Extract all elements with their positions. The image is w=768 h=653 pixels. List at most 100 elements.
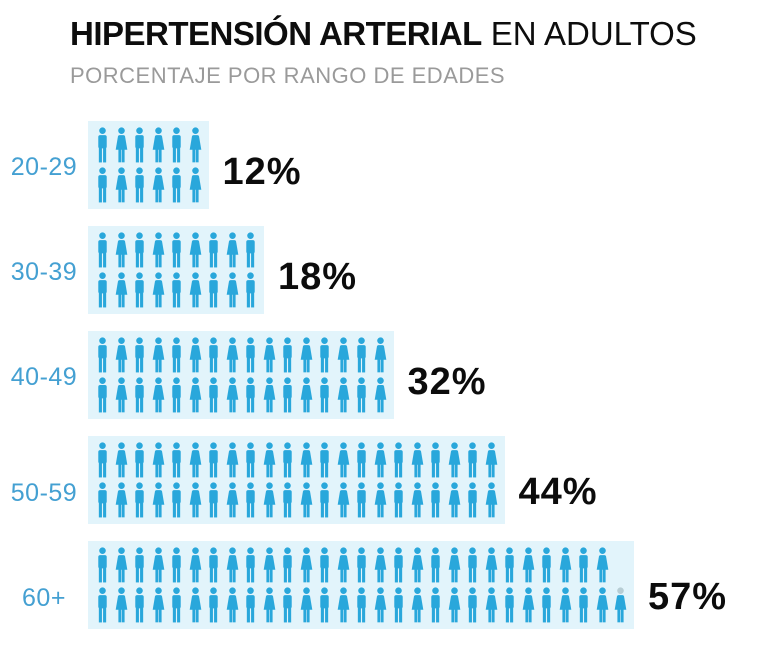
person-icon-male bbox=[505, 547, 514, 583]
person-icon-female bbox=[263, 377, 275, 413]
person-icon-male bbox=[98, 272, 107, 308]
person-icon-female bbox=[152, 272, 164, 308]
person-icon-male bbox=[320, 482, 329, 518]
person-icon-male bbox=[283, 482, 292, 518]
person-icon-male bbox=[98, 442, 107, 478]
icon-block bbox=[88, 121, 209, 209]
person-icon-female bbox=[411, 587, 423, 623]
person-icon-female bbox=[448, 587, 460, 623]
person-icon-male bbox=[320, 547, 329, 583]
person-icon-female bbox=[189, 482, 201, 518]
person-icon-male bbox=[135, 377, 144, 413]
person-icon-female bbox=[115, 232, 127, 268]
person-icon-female bbox=[448, 547, 460, 583]
person-icon-male bbox=[209, 337, 218, 373]
person-icon-female bbox=[189, 232, 201, 268]
person-icon-female bbox=[522, 547, 534, 583]
person-icon-female bbox=[115, 547, 127, 583]
person-icon-female bbox=[596, 587, 608, 623]
age-label: 40-49 bbox=[10, 362, 78, 391]
person-icon-male bbox=[135, 587, 144, 623]
chart-header: HIPERTENSIÓN ARTERIAL EN ADULTOS PORCENTA… bbox=[0, 0, 768, 89]
person-icon-male bbox=[209, 547, 218, 583]
person-icon-male bbox=[246, 547, 255, 583]
person-icon-female bbox=[152, 482, 164, 518]
page-title: HIPERTENSIÓN ARTERIAL EN ADULTOS bbox=[70, 14, 768, 54]
person-icon-female bbox=[189, 127, 201, 163]
person-icon-male bbox=[542, 587, 551, 623]
age-label: 50-59 bbox=[10, 478, 78, 507]
person-icon-male bbox=[135, 127, 144, 163]
person-icon-female bbox=[374, 337, 386, 373]
age-label: 60+ bbox=[22, 583, 66, 612]
person-icon-male bbox=[505, 587, 514, 623]
person-icon-male bbox=[357, 442, 366, 478]
percentage-label: 44% bbox=[518, 470, 598, 513]
person-icon-female bbox=[189, 547, 201, 583]
person-icon-male bbox=[283, 337, 292, 373]
icon-row bbox=[95, 482, 499, 518]
person-icon-male bbox=[468, 482, 477, 518]
person-icon-female bbox=[559, 547, 571, 583]
title-bold-part: HIPERTENSIÓN ARTERIAL bbox=[70, 15, 482, 52]
person-icon-female bbox=[337, 337, 349, 373]
person-icon-female bbox=[485, 482, 497, 518]
person-icon-male bbox=[468, 587, 477, 623]
person-icon-female bbox=[300, 442, 312, 478]
person-icon-female bbox=[337, 442, 349, 478]
person-icon-male bbox=[246, 587, 255, 623]
person-icon-female bbox=[300, 587, 312, 623]
person-icon-female bbox=[226, 442, 238, 478]
person-icon-male bbox=[172, 547, 181, 583]
person-icon-male bbox=[246, 482, 255, 518]
person-icon-male bbox=[98, 587, 107, 623]
person-icon-male bbox=[283, 587, 292, 623]
person-icon-male bbox=[172, 272, 181, 308]
person-icon-female bbox=[152, 337, 164, 373]
person-icon-female bbox=[263, 337, 275, 373]
person-icon-female bbox=[559, 587, 571, 623]
person-icon-male bbox=[98, 232, 107, 268]
person-icon-female bbox=[226, 587, 238, 623]
age-row: 40-49 32% bbox=[0, 331, 768, 419]
person-icon-female bbox=[300, 482, 312, 518]
person-icon-male bbox=[579, 587, 588, 623]
person-icon-female bbox=[152, 377, 164, 413]
person-icon-female bbox=[374, 377, 386, 413]
person-icon-female bbox=[374, 547, 386, 583]
person-icon-male bbox=[172, 587, 181, 623]
person-icon-male bbox=[468, 442, 477, 478]
icon-row bbox=[95, 377, 388, 413]
person-icon-female bbox=[337, 587, 349, 623]
person-icon-male bbox=[357, 377, 366, 413]
person-icon-male bbox=[394, 547, 403, 583]
person-icon-female bbox=[115, 587, 127, 623]
person-icon-male bbox=[172, 377, 181, 413]
person-icon-male bbox=[431, 442, 440, 478]
person-icon-female bbox=[374, 442, 386, 478]
person-icon-female bbox=[152, 232, 164, 268]
person-icon-female bbox=[374, 482, 386, 518]
person-icon-female bbox=[115, 127, 127, 163]
person-icon-female bbox=[189, 377, 201, 413]
icon-row bbox=[95, 547, 610, 583]
icon-row bbox=[95, 272, 258, 308]
person-icon-male bbox=[135, 167, 144, 203]
person-icon-male bbox=[98, 482, 107, 518]
person-icon-female bbox=[226, 272, 238, 308]
person-icon-female bbox=[485, 442, 497, 478]
person-icon-female bbox=[522, 587, 534, 623]
age-label: 30-39 bbox=[10, 257, 78, 286]
person-icon-female bbox=[263, 587, 275, 623]
icon-block bbox=[88, 436, 505, 524]
person-icon-female bbox=[485, 547, 497, 583]
person-icon-male bbox=[394, 442, 403, 478]
icon-row bbox=[95, 232, 258, 268]
person-icon-female bbox=[337, 482, 349, 518]
icon-row bbox=[95, 127, 203, 163]
person-icon-female bbox=[115, 377, 127, 413]
person-icon-male bbox=[394, 587, 403, 623]
person-icon-male bbox=[98, 377, 107, 413]
person-icon-female bbox=[115, 337, 127, 373]
